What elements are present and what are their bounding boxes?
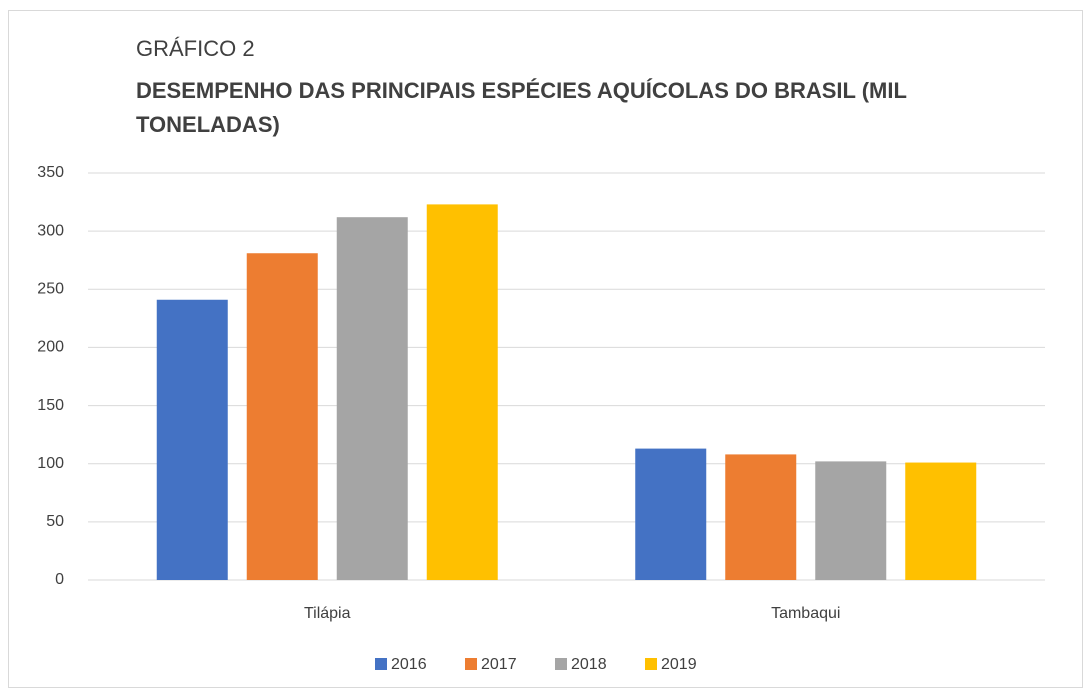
bar	[635, 448, 707, 580]
y-tick-label: 150	[37, 397, 64, 414]
legend-label: 2016	[391, 656, 427, 673]
bar	[725, 454, 797, 580]
chart-title: GRÁFICO 2	[136, 36, 255, 61]
y-tick-label: 50	[46, 513, 64, 530]
bar	[336, 217, 408, 580]
legend-swatch	[465, 658, 477, 670]
y-tick-label: 350	[37, 164, 64, 181]
legend-label: 2017	[481, 656, 517, 673]
bar	[815, 461, 887, 580]
legend-swatch	[555, 658, 567, 670]
x-tick-label: Tambaqui	[771, 605, 840, 622]
y-tick-label: 200	[37, 339, 64, 356]
bar	[246, 253, 318, 581]
y-tick-label: 100	[37, 455, 64, 472]
y-tick-label: 0	[55, 571, 64, 588]
x-tick-label: Tilápia	[304, 605, 351, 622]
chart-subtitle: DESEMPENHO DAS PRINCIPAIS ESPÉCIES AQUÍC…	[136, 78, 907, 137]
legend-swatch	[375, 658, 387, 670]
bar	[905, 462, 977, 580]
legend-label: 2019	[661, 656, 697, 673]
legend-label: 2018	[571, 656, 607, 673]
y-tick-label: 250	[37, 281, 64, 298]
y-tick-label: 300	[37, 222, 64, 239]
bar	[156, 299, 228, 580]
legend-swatch	[645, 658, 657, 670]
bar	[426, 204, 498, 580]
